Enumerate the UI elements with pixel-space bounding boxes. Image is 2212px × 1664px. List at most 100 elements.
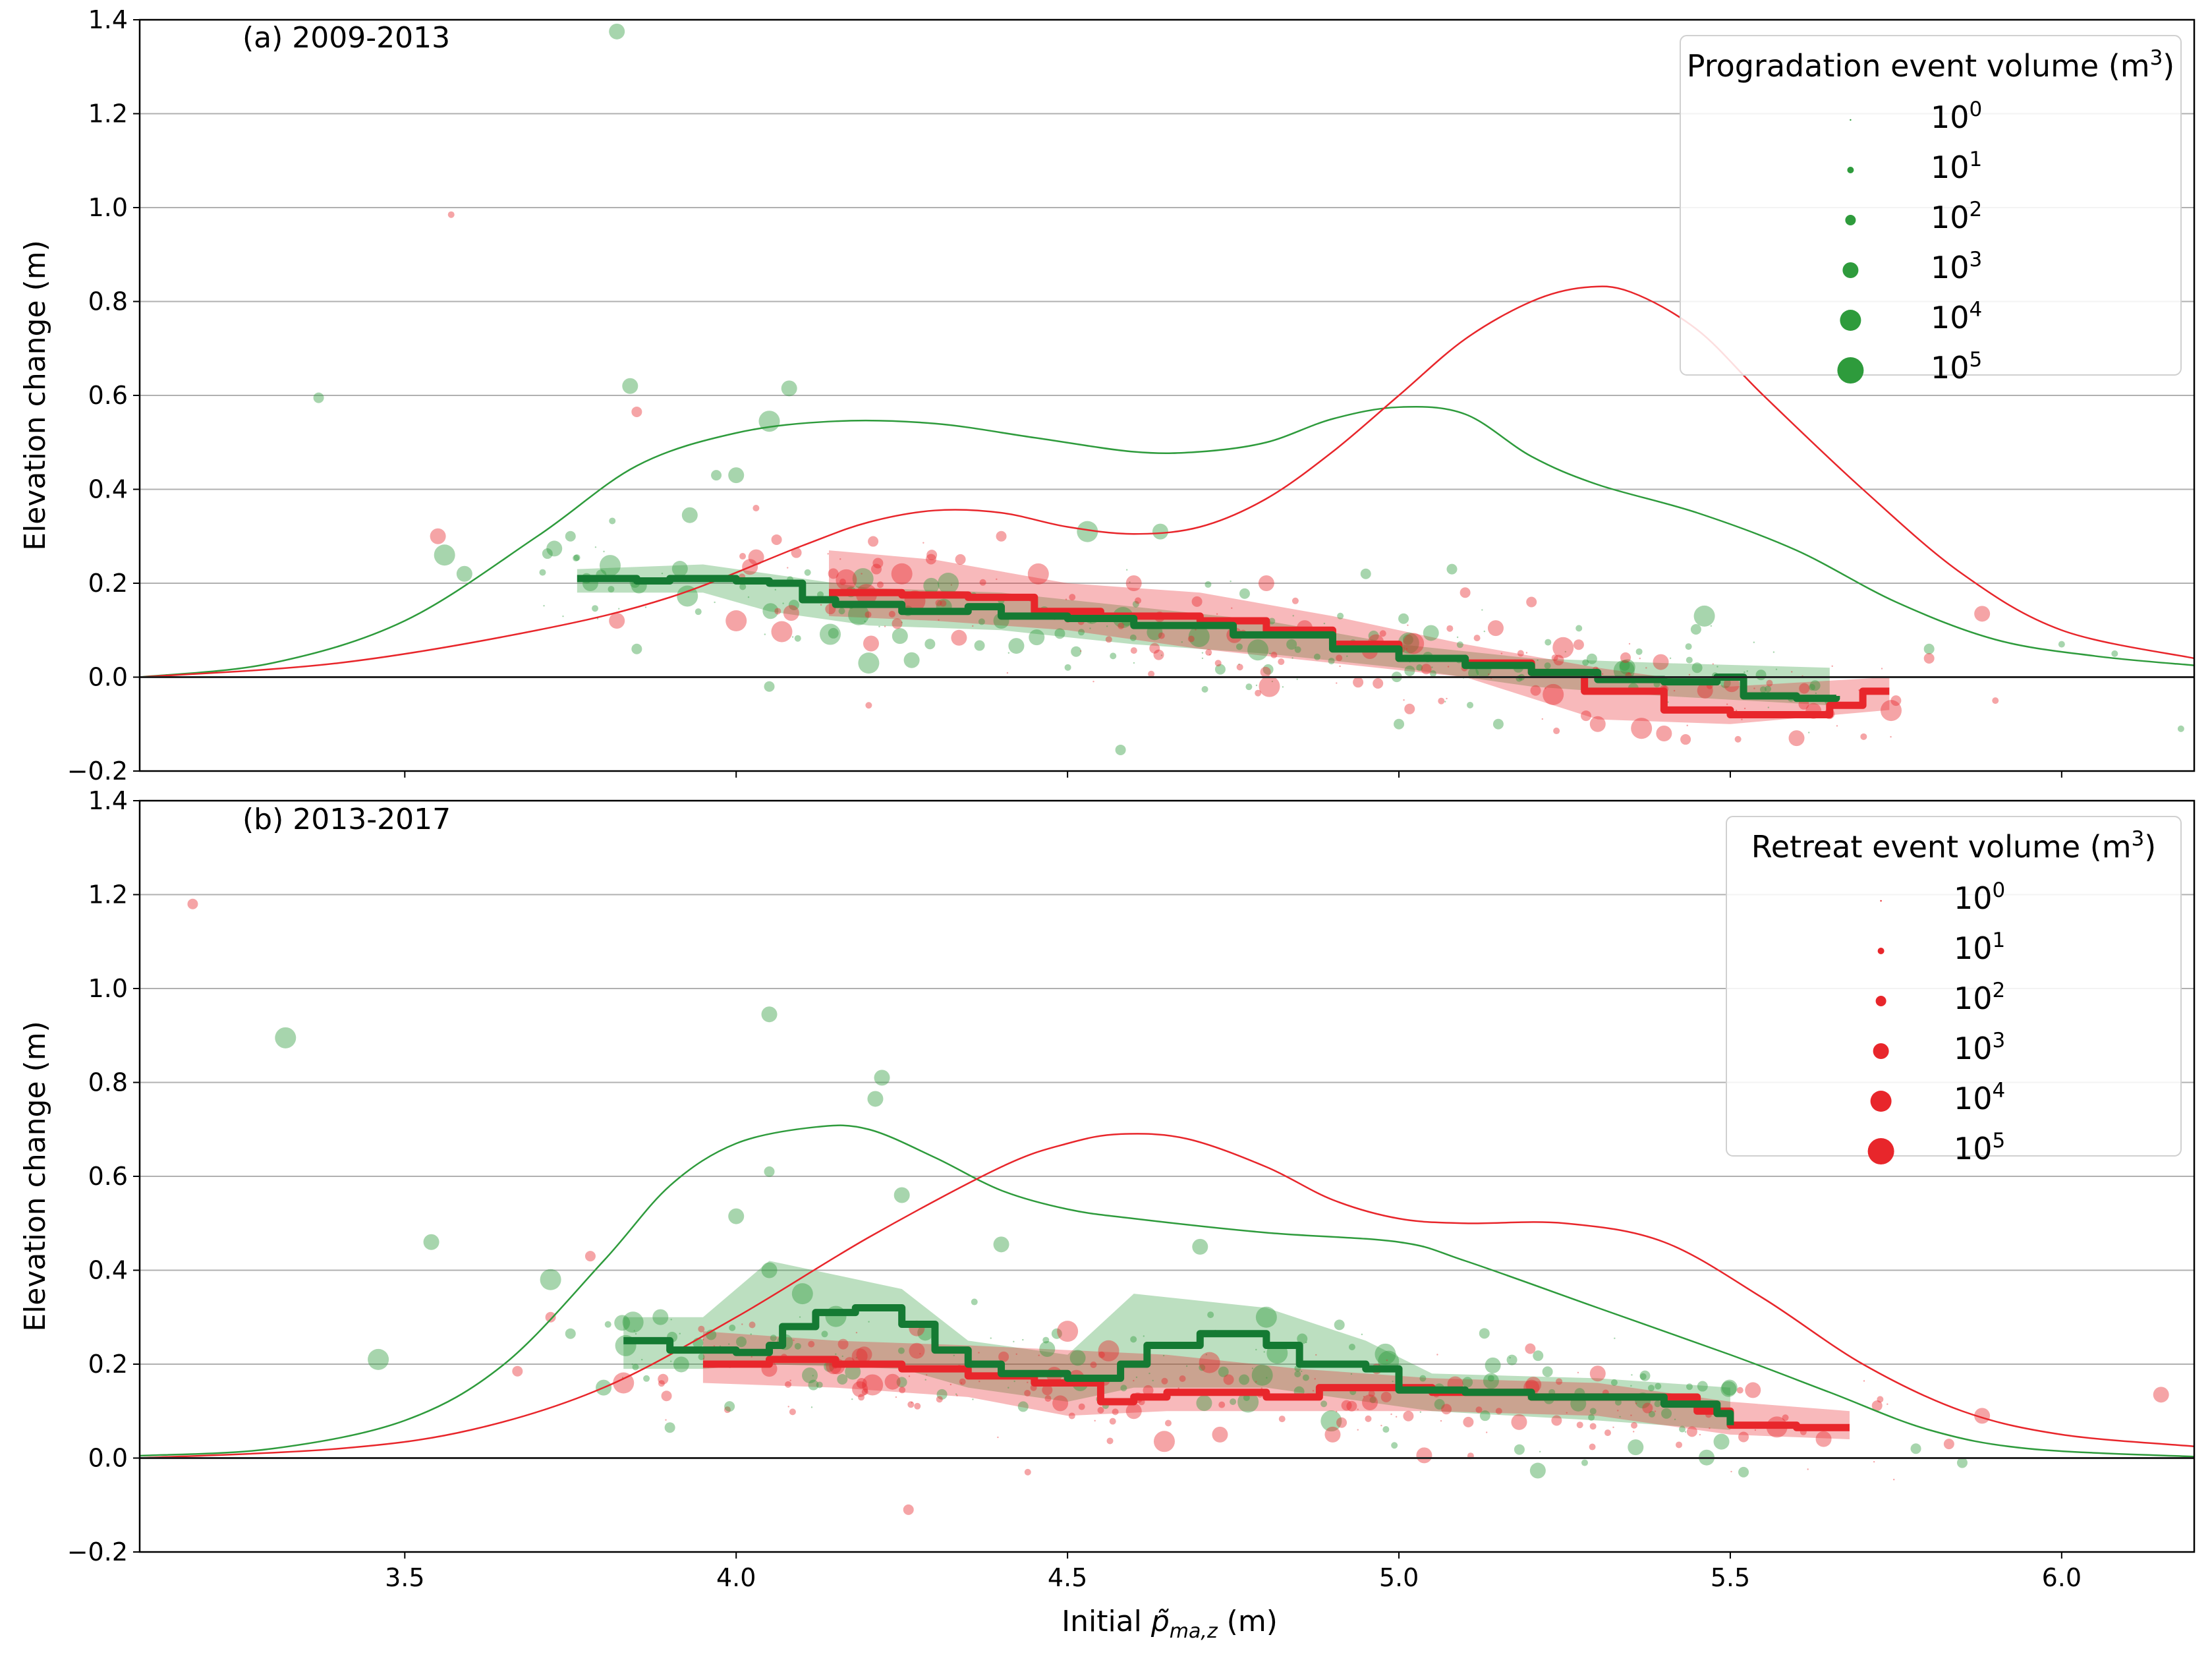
green-event-point — [631, 643, 642, 654]
y-tick-label: 0.0 — [88, 1444, 128, 1473]
green-event-point — [812, 1375, 814, 1377]
green-event-point — [1368, 630, 1379, 641]
green-event-point — [1575, 625, 1583, 632]
green-event-point — [596, 617, 599, 620]
red-event-point — [702, 1358, 705, 1360]
green-event-point — [1509, 1357, 1511, 1359]
green-event-point — [1514, 1444, 1525, 1455]
green-event-point — [1266, 1377, 1268, 1379]
red-event-point — [837, 1338, 849, 1350]
red-event-point — [839, 558, 841, 560]
red-event-point — [1753, 687, 1755, 689]
green-event-point — [1328, 658, 1335, 665]
red-event-point — [1416, 1447, 1432, 1464]
green-event-point — [1691, 662, 1703, 674]
green-event-point — [640, 1358, 643, 1361]
red-event-point — [1886, 1403, 1888, 1405]
green-event-point — [695, 608, 702, 616]
green-event-point — [788, 599, 799, 610]
green-event-point — [1479, 1410, 1490, 1421]
green-event-point — [1775, 668, 1778, 670]
green-event-point — [635, 1333, 637, 1335]
green-event-point — [609, 517, 616, 525]
red-event-point — [1860, 733, 1867, 740]
green-event-point — [1201, 657, 1204, 660]
green-event-point — [1582, 659, 1589, 666]
red-event-point — [1208, 654, 1211, 656]
red-event-point — [876, 581, 884, 588]
green-event-point — [974, 640, 985, 651]
green-event-point — [1282, 686, 1284, 688]
panel-a-legend[interactable]: Progradation event volume (m3)1001011021… — [1680, 35, 2182, 386]
red-event-point — [1097, 1406, 1104, 1414]
legend-entry-base: 10 — [1954, 880, 1993, 916]
legend-entry-label: 100 — [1931, 98, 1982, 135]
red-event-point — [1463, 1416, 1474, 1427]
red-event-point — [940, 600, 947, 607]
y-tick-label: 1.4 — [88, 5, 128, 34]
green-event-point — [1398, 632, 1419, 654]
green-event-point — [1350, 1373, 1353, 1375]
green-event-point — [1235, 643, 1243, 650]
red-event-point — [1873, 1460, 1875, 1463]
red-event-point — [1440, 1420, 1442, 1422]
green-event-point — [1132, 600, 1139, 608]
green-event-point — [1431, 666, 1433, 668]
red-event-point — [1738, 1431, 1749, 1443]
green-event-point — [816, 1381, 823, 1389]
green-event-point — [938, 573, 959, 594]
green-event-point — [728, 467, 745, 484]
red-event-point — [998, 1351, 1009, 1362]
red-event-point — [959, 1378, 966, 1385]
red-event-point — [631, 406, 642, 417]
red-event-point — [774, 608, 781, 615]
red-event-point — [1754, 1429, 1757, 1431]
green-event-point — [1423, 625, 1439, 641]
legend-entry-base: 10 — [1931, 300, 1970, 335]
red-event-point — [865, 702, 872, 709]
green-event-point — [1686, 1383, 1693, 1391]
green-event-point — [1071, 646, 1082, 657]
red-event-point — [1260, 666, 1271, 677]
red-event-point — [787, 1406, 789, 1408]
red-event-point — [723, 1406, 731, 1414]
red-event-point — [1890, 695, 1902, 706]
red-event-point — [1697, 682, 1713, 699]
green-event-point — [644, 606, 647, 608]
red-event-point — [1315, 1354, 1317, 1356]
red-event-point — [725, 610, 747, 631]
green-event-point — [1245, 683, 1253, 691]
green-event-point — [799, 1316, 801, 1318]
panel-b-density-curves — [139, 1124, 2195, 1459]
red-event-point — [855, 1331, 858, 1334]
red-event-point — [1339, 665, 1341, 668]
green-event-point — [1320, 1410, 1342, 1432]
red-event-point — [899, 1387, 906, 1394]
red-event-point — [871, 563, 882, 575]
panel-b-legend[interactable]: Retreat event volume (m3)100101102103104… — [1726, 816, 2182, 1166]
y-tick-label: 1.4 — [88, 786, 128, 815]
green-event-point — [1297, 1333, 1308, 1344]
green-event-point — [573, 554, 580, 561]
legend-entry-label: 104 — [1931, 298, 1982, 335]
red-event-point — [955, 554, 966, 565]
green-event-point — [1077, 521, 1098, 542]
green-event-point — [1619, 1416, 1621, 1418]
red-event-point — [771, 534, 782, 545]
legend-entry-label: 100 — [1954, 878, 2005, 916]
legend-entry-exp: 2 — [1993, 979, 2006, 1002]
green-event-point — [2058, 641, 2065, 648]
green-event-point — [724, 1401, 735, 1412]
red-event-point — [749, 1321, 756, 1329]
red-event-point — [1543, 683, 1564, 705]
legend-entry-base: 10 — [1954, 931, 1993, 966]
red-event-point — [1278, 1416, 1286, 1423]
red-event-point — [1421, 664, 1432, 675]
green-event-point — [609, 23, 625, 40]
red-event-point — [1511, 1414, 1527, 1430]
red-event-point — [1079, 650, 1082, 652]
red-event-point — [997, 1436, 999, 1439]
green-event-point — [573, 554, 581, 561]
green-event-point — [1181, 641, 1183, 643]
red-event-point — [856, 1377, 867, 1389]
